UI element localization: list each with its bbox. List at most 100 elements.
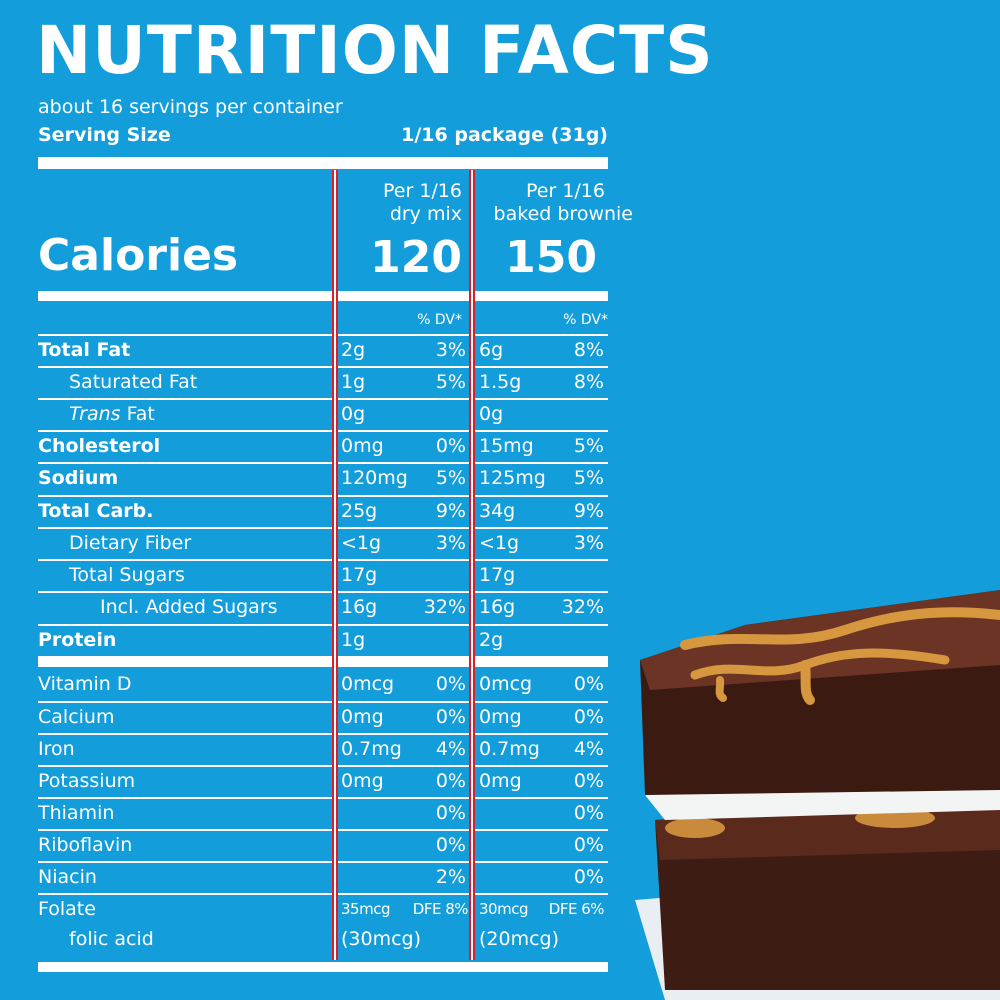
nutrient-label: Thiamin [38,802,115,824]
dry-dv: 0% [435,834,466,856]
calories-baked-value: 150 [505,232,597,283]
dry-dv: 0% [435,802,466,824]
nutrient-label: Folate [38,898,96,920]
baked-amount: 6g [479,339,504,361]
dv-header-dry: % DV* [417,312,462,328]
caramel-drizzle [680,607,1000,650]
nutrient-label: Calcium [38,706,115,728]
calories-label: Calories [38,230,239,281]
nutrient-label: Incl. Added Sugars [100,596,278,618]
nutrient-label: Potassium [38,770,136,792]
baked-dv: 5% [573,467,604,489]
dry-dv: 3% [435,532,466,554]
row-thiamin: Thiamin 0% 0% [38,797,608,829]
row-total-sugars: Total Sugars 17g 17g [38,559,608,591]
column-divider-baked [469,170,475,960]
nutrient-label: Saturated Fat [69,371,198,393]
baked-amount: (20mcg) [479,928,560,950]
baked-amount: 0mg [479,770,522,792]
baked-amount: 17g [479,564,516,586]
nutrient-label: Cholesterol [38,435,161,457]
nutrition-facts-title: NUTRITION FACTS [36,12,714,89]
row-trans-fat: Trans Fat 0g 0g [38,398,608,430]
baked-dv: 8% [573,339,604,361]
dry-amount: 1g [341,371,366,393]
calories-dry-value: 120 [370,232,462,283]
dry-amount: 0mg [341,770,384,792]
dry-amount: (30mcg) [341,928,422,950]
dry-dv: 9% [435,500,466,522]
row-sodium: Sodium 120mg 5% 125mg 5% [38,462,608,494]
nutrient-label: Niacin [38,866,97,888]
dry-dv: 3% [435,339,466,361]
baked-amount: 0mg [479,706,522,728]
dry-dv: 5% [435,467,466,489]
dry-amount: 0g [341,403,366,425]
row-iron: Iron 0.7mg 4% 0.7mg 4% [38,733,608,765]
dry-amount: 2g [341,339,366,361]
baked-amount: 0mcg [479,673,533,695]
dry-dv: 32% [423,596,466,618]
dry-dv: 0% [435,435,466,457]
nutrient-label: Total Sugars [69,564,185,586]
dry-dv: DFE 8% [412,900,469,918]
servings-per-container: about 16 servings per container [38,96,343,118]
dry-amount: 0mg [341,435,384,457]
brownie-photo [635,590,1000,1000]
trans-italic: Trans [69,403,121,425]
dry-amount: 17g [341,564,378,586]
vitamins-divider [38,656,608,667]
bottom-divider [38,962,608,972]
nutrient-label: Total Carb. [38,500,154,522]
baked-amount: <1g [479,532,520,554]
dry-amount: 35mcg [341,900,390,918]
serving-size-label: Serving Size [38,124,171,146]
dry-amount: 1g [341,629,366,651]
dry-mix-header-line2: dry mix [389,203,462,225]
baked-amount: 0g [479,403,504,425]
nutrient-label: Dietary Fiber [69,532,192,554]
baked-dv: 0% [573,770,604,792]
row-vitamin-d: Vitamin D 0mcg 0% 0mcg 0% [38,667,608,701]
dry-amount: 0mcg [341,673,395,695]
trans-rest: Fat [120,403,155,425]
baked-dv: 0% [573,834,604,856]
dry-mix-header-line1: Per 1/16 [383,180,462,202]
dry-amount: 120mg [341,467,408,489]
baked-amount: 125mg [479,467,546,489]
row-total-carb: Total Carb. 25g 9% 34g 9% [38,495,608,527]
baked-column-header: Per 1/16 baked brownie [477,180,633,226]
baked-amount: 16g [479,596,516,618]
baked-dv: 0% [573,673,604,695]
row-saturated-fat: Saturated Fat 1g 5% 1.5g 8% [38,366,608,398]
baked-amount: 30mcg [479,900,528,918]
baked-dv: 9% [573,500,604,522]
dry-dv: 4% [435,738,466,760]
baked-header-line2: baked brownie [493,203,633,225]
dry-dv: 0% [435,673,466,695]
row-niacin: Niacin 2% 0% [38,861,608,893]
baked-amount: 2g [479,629,504,651]
nutrient-label: folic acid [69,928,154,950]
row-dietary-fiber: Dietary Fiber <1g 3% <1g 3% [38,527,608,559]
row-calcium: Calcium 0mg 0% 0mg 0% [38,701,608,733]
baked-dv: 0% [573,802,604,824]
row-riboflavin: Riboflavin 0% 0% [38,829,608,861]
row-folate: Folate 35mcg DFE 8% 30mcg DFE 6% [38,893,608,925]
baked-dv: 32% [561,596,604,618]
serving-size-value: 1/16 package (31g) [401,124,608,146]
baked-dv: 0% [573,866,604,888]
dry-dv: 0% [435,770,466,792]
dry-amount: <1g [341,532,382,554]
dv-header-baked: % DV* [563,312,608,328]
caramel-drip [665,818,725,838]
dry-amount: 0mg [341,706,384,728]
nutrient-label: Protein [38,629,117,651]
baked-amount: 0.7mg [479,738,540,760]
nutrient-label: Vitamin D [38,673,132,695]
thick-divider [38,157,608,169]
dry-dv: 0% [435,706,466,728]
column-divider-dry [332,170,338,960]
row-potassium: Potassium 0mg 0% 0mg 0% [38,765,608,797]
row-total-fat: Total Fat 2g 3% 6g 8% [38,334,608,366]
